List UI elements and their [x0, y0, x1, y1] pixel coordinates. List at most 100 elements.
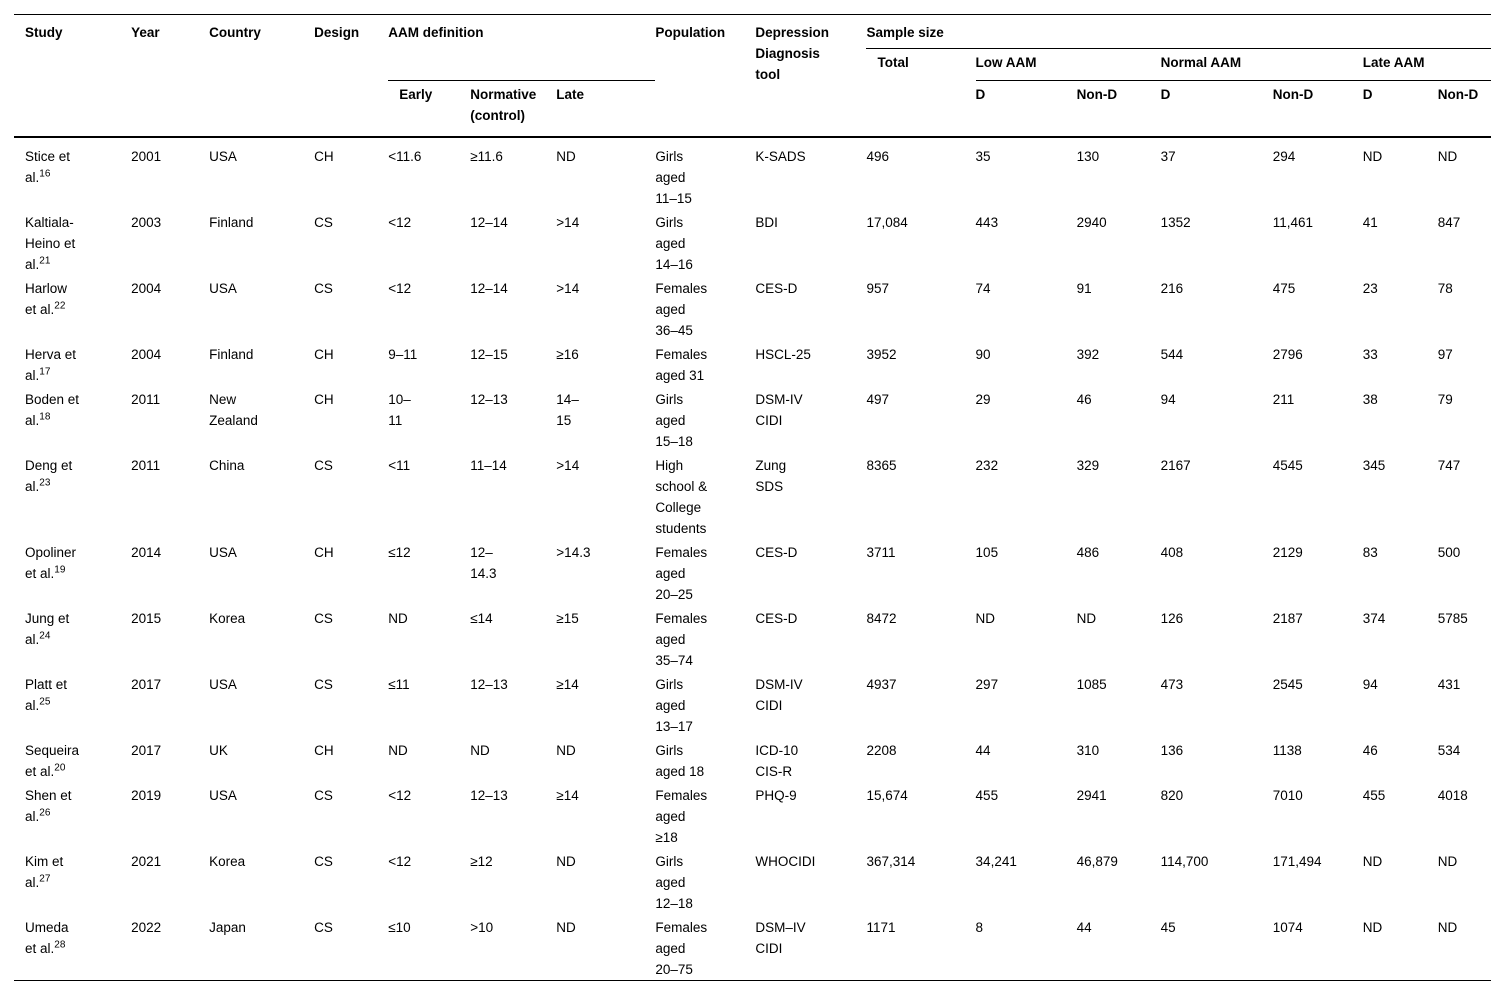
col-header-population: Population [655, 14, 756, 137]
table-row: Shen et al.26 2019 USA CS <12 12–13 ≥14 Females… [14, 782, 1491, 848]
cell-total: 1171 [866, 914, 976, 981]
cell-normal-d: 136 [1160, 743, 1184, 758]
cell-low-d: 34,241 [975, 854, 1017, 869]
cell-study: Kaltiala- Heino et al.21 [25, 215, 76, 272]
cell-low-d: 105 [975, 545, 999, 560]
cell-late-d: 374 [1362, 611, 1386, 626]
cell-normative: 12–14 [470, 215, 508, 230]
cell-country: UK [209, 743, 228, 758]
table-row: Kaltiala- Heino et al.21 2003 Finland CS <12… [14, 209, 1491, 275]
col-header-design: Design [314, 14, 389, 137]
cell-late-d: 94 [1362, 677, 1378, 692]
cell-low-nond: ND [1076, 611, 1097, 626]
cell-year: 2011 [131, 392, 161, 407]
cell-normative: >10 [470, 914, 557, 981]
cell-tool: PHQ-9 [755, 788, 797, 803]
cell-late-d: 83 [1362, 545, 1378, 560]
cell-early: ≤10 [388, 914, 471, 981]
header-row-2: Total Low AAM Normal AAM Late AAM [14, 48, 1491, 81]
cell-late-nond: ND [1437, 914, 1491, 981]
cell-study: Stice et al.16 [14, 136, 132, 209]
cell-low-nond: 2940 [1076, 215, 1107, 230]
cell-late: ND [556, 854, 576, 869]
cell-total: 17,084 [866, 215, 908, 230]
cell-late: ≥14 [556, 677, 579, 692]
col-header-country: Country [209, 14, 315, 137]
cell-year: 2001 [131, 136, 210, 209]
cell-population: Girls aged 11–15 [655, 136, 756, 209]
cell-tool: HSCL-25 [755, 347, 811, 362]
cell-population: Girls aged 12–18 [655, 854, 693, 911]
cell-population: Girls aged 13–17 [655, 677, 693, 734]
cell-total: 4937 [866, 677, 897, 692]
table-row: Herva et al.17 2004 Finland CH 9–11 12–15 ≥16 F… [14, 341, 1491, 386]
cell-late-nond: 534 [1437, 743, 1461, 758]
study-reference-number: 16 [39, 168, 51, 180]
cell-late-nond: ND [1437, 136, 1491, 209]
cell-tool: Zung SDS [755, 458, 787, 494]
cell-study: Boden et al.18 [25, 392, 80, 428]
cell-total: 2208 [866, 743, 897, 758]
cell-total: 367,314 [866, 854, 916, 869]
cell-normal-d: 2167 [1160, 458, 1191, 473]
cell-normal-d: 473 [1160, 677, 1184, 692]
cell-low-d: 455 [975, 788, 999, 803]
cell-normal-nond: 211 [1272, 392, 1295, 407]
cell-year: 2017 [131, 677, 162, 692]
cell-total: 496 [866, 136, 976, 209]
cell-year: 2014 [131, 545, 162, 560]
table-row: Jung et al.24 2015 Korea CS ND ≤14 ≥15 Females … [14, 605, 1491, 671]
col-header-normative: Normative (control) [470, 87, 537, 123]
cell-design: CS [314, 677, 333, 692]
cell-population: Girls aged 18 [655, 743, 705, 779]
study-reference-number: 26 [39, 807, 51, 819]
cell-late: >14 [556, 281, 580, 296]
col-header-late-aam: Late AAM [1362, 48, 1491, 81]
cell-normal-d: 126 [1160, 611, 1184, 626]
cell-country: USA [209, 788, 237, 803]
cell-normal-nond: 7010 [1272, 788, 1303, 803]
cell-late-d: 345 [1362, 458, 1386, 473]
table-row: Harlow et al.22 2004 USA CS <12 12–14 >14 Femal… [14, 275, 1491, 341]
cell-total: 15,674 [866, 788, 908, 803]
cell-late: >14 [556, 215, 580, 230]
table-body: Stice et al.16 2001 USA CH <11.6 ≥11.6 ND Girls… [14, 136, 1491, 981]
study-reference-number: 23 [39, 477, 51, 489]
table-row: Stice et al.16 2001 USA CH <11.6 ≥11.6 ND Girls… [14, 136, 1491, 209]
cell-early: <12 [388, 854, 412, 869]
cell-low-d: 90 [975, 347, 991, 362]
cell-late-d: 41 [1362, 215, 1378, 230]
cell-study: Deng et al.23 [25, 458, 73, 494]
studies-table: Study Year Country Design AAM definition… [14, 14, 1491, 981]
cell-normal-nond: 1074 [1272, 914, 1363, 981]
cell-early: 10– 11 [388, 392, 411, 428]
study-reference-number: 25 [39, 696, 51, 708]
cell-normal-nond: 2187 [1272, 611, 1303, 626]
table-row: Platt et al.25 2017 USA CS ≤11 12–13 ≥14 Girls … [14, 671, 1491, 737]
cell-normative: 12–13 [470, 677, 508, 692]
cell-low-nond: 310 [1076, 743, 1100, 758]
study-reference-number: 17 [39, 366, 51, 378]
cell-country: New Zealand [209, 392, 258, 428]
cell-low-d: 443 [975, 215, 999, 230]
cell-year: 2019 [131, 788, 162, 803]
study-reference-number: 20 [54, 762, 66, 774]
cell-normal-d: 114,700 [1160, 854, 1209, 869]
cell-low-nond: 329 [1076, 458, 1100, 473]
cell-country: USA [209, 281, 237, 296]
col-header-sample-size: Sample size [866, 14, 1491, 49]
cell-year: 2015 [131, 611, 162, 626]
cell-year: 2011 [131, 458, 161, 473]
cell-normal-d: 1352 [1160, 215, 1191, 230]
cell-normal-nond: 2129 [1272, 545, 1303, 560]
cell-population: Girls aged 14–16 [655, 215, 693, 272]
cell-normative: 12–15 [470, 347, 508, 362]
cell-tool: DSM-IV CIDI [755, 677, 803, 713]
cell-late-d: 38 [1362, 392, 1378, 407]
cell-normative: 12–13 [470, 788, 508, 803]
col-header-low-nond: Non-D [1076, 87, 1118, 102]
cell-late-d: 455 [1362, 788, 1386, 803]
cell-study: Herva et al.17 [25, 347, 77, 383]
cell-design: CH [314, 136, 389, 209]
cell-population: Girls aged 15–18 [655, 392, 693, 449]
